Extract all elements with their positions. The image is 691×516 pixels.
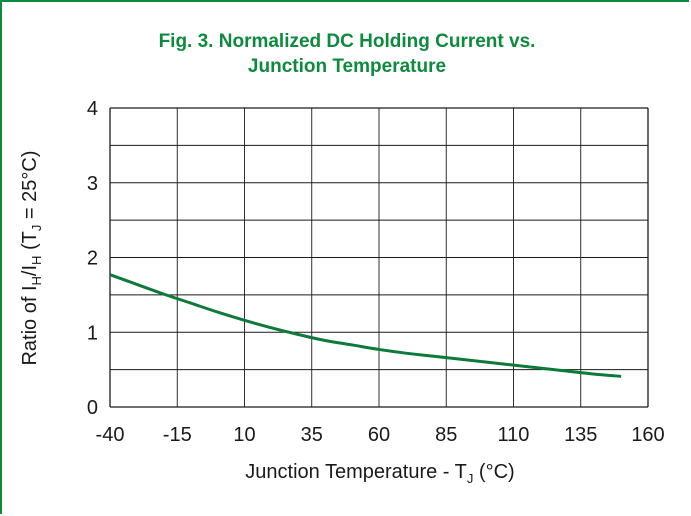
x-tick-label: 110	[498, 424, 530, 446]
x-tick-label: 35	[301, 424, 323, 446]
series-line	[109, 273, 622, 378]
x-tick-label: 60	[368, 424, 390, 446]
y-ticks: 0 1 2 3 4	[87, 98, 98, 419]
x-tick-label: 135	[564, 424, 597, 446]
grid	[109, 107, 649, 408]
x-tick-label: 85	[435, 424, 457, 446]
x-axis-title: Junction Temperature - TJ (°C)	[245, 461, 514, 486]
y-tick-label: 2	[87, 248, 98, 270]
chart-title-line1: Fig. 3. Normalized DC Holding Current vs…	[159, 31, 536, 52]
x-tick-label: -15	[163, 424, 192, 446]
y-axis-title: Ratio of IH/IH (TJ = 25°C)	[19, 150, 44, 365]
x-tick-label: 10	[233, 424, 255, 446]
y-tick-label: 3	[87, 173, 98, 195]
x-ticks: -40 -15 10 35 60 85 110 135 160	[96, 424, 665, 446]
x-tick-label: -40	[96, 424, 125, 446]
y-tick-label: 4	[87, 98, 98, 120]
x-tick-label: 160	[631, 424, 664, 446]
y-tick-label: 1	[87, 322, 98, 344]
y-tick-label: 0	[87, 397, 98, 419]
chart-title-line2: Junction Temperature	[248, 56, 446, 77]
